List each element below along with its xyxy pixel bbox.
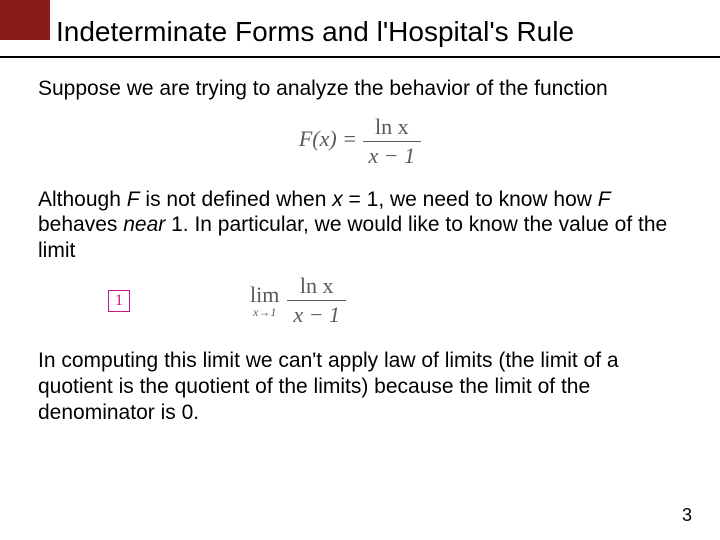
- limit-operator: lim x→1: [250, 284, 279, 318]
- eq1-numerator: ln x: [363, 114, 422, 141]
- lim-subscript: x→1: [250, 306, 279, 318]
- eq1-lhs: F(x) =: [299, 126, 363, 151]
- equation-2-row: 1 lim x→1 ln x x − 1: [38, 273, 682, 328]
- p2-text-c: = 1, we need to know how: [343, 188, 598, 211]
- accent-block: [0, 0, 50, 40]
- slide-body: Suppose we are trying to analyze the beh…: [0, 58, 720, 425]
- eq2-numerator: ln x: [287, 273, 346, 300]
- p2-F: F: [127, 188, 140, 211]
- p2-text-a: Although: [38, 188, 127, 211]
- eq2-denominator: x − 1: [287, 300, 346, 328]
- p2-near: near: [123, 213, 165, 236]
- eq1-fraction: ln x x − 1: [363, 114, 422, 169]
- paragraph-3: In computing this limit we can't apply l…: [38, 348, 682, 425]
- eq2-fraction: ln x x − 1: [287, 273, 346, 328]
- page-title: Indeterminate Forms and l'Hospital's Rul…: [56, 16, 574, 48]
- paragraph-2: Although F is not defined when x = 1, we…: [38, 187, 682, 264]
- paragraph-1: Suppose we are trying to analyze the beh…: [38, 76, 682, 102]
- p2-x: x: [332, 188, 343, 211]
- p2-text-b: is not defined when: [140, 188, 333, 211]
- page-number: 3: [682, 505, 692, 526]
- eq1-denominator: x − 1: [363, 141, 422, 169]
- lim-text: lim: [250, 284, 279, 306]
- equation-box-label: 1: [108, 290, 130, 312]
- p2-F2: F: [598, 188, 611, 211]
- equation-2: lim x→1 ln x x − 1: [250, 273, 346, 328]
- p2-text-d: behaves: [38, 213, 123, 236]
- equation-1: F(x) = ln x x − 1: [38, 114, 682, 169]
- slide-header: Indeterminate Forms and l'Hospital's Rul…: [0, 0, 720, 58]
